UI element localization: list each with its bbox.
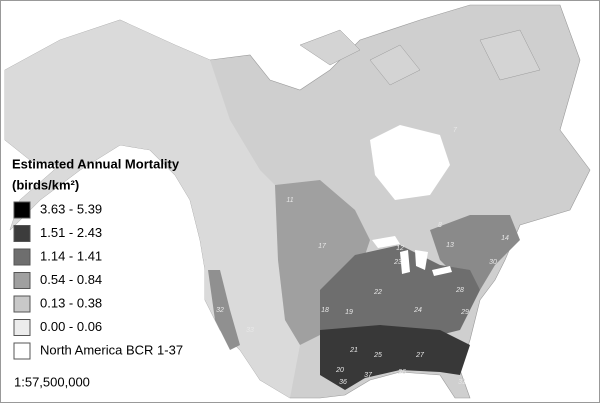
legend-label: 3.63 - 5.39 [40, 201, 102, 216]
legend-label: 1.51 - 2.43 [40, 225, 102, 240]
region-label: 29 [460, 309, 469, 316]
legend-label: 0.54 - 0.84 [40, 272, 102, 287]
legend-swatch [13, 225, 31, 242]
region-label: 37 [364, 372, 373, 379]
region-label: 26 [397, 369, 406, 376]
region-label: 11 [286, 197, 293, 204]
west-coast-region [208, 270, 240, 350]
legend-swatch [13, 201, 31, 219]
legend-label: 0.00 - 0.06 [40, 319, 102, 334]
region-labels: 11 17 12 13 22 23 18 19 24 28 29 25 26 27 21 20 36 37 31 32… [216, 127, 509, 386]
legend-label: 1.14 - 1.41 [40, 248, 102, 263]
region-label: 33 [246, 327, 254, 334]
region-label: 30 [489, 259, 497, 266]
southeast-region [320, 325, 470, 390]
region-label: 17 [318, 243, 327, 250]
legend-swatch [13, 248, 31, 266]
scale: 1:57,500,000 [14, 374, 90, 389]
legend: Estimated Annual Mortality (birds/km²) 3… [12, 156, 183, 360]
region-label: 12 [396, 245, 404, 252]
region-label: 20 [335, 367, 344, 374]
arctic-island [299, 29, 541, 86]
region-label: 24 [413, 307, 422, 314]
region-label: 25 [373, 352, 382, 359]
region-label: 14 [501, 235, 509, 242]
region-label: 8 [438, 222, 442, 229]
region-label: 19 [345, 309, 353, 316]
region-label: 21 [349, 347, 358, 354]
region-label: 22 [373, 289, 382, 296]
legend-swatch [13, 272, 31, 289]
legend-title: Estimated Annual Mortality [12, 156, 180, 171]
region-label: 36 [339, 379, 347, 386]
region-label: 13 [446, 242, 454, 249]
region-label: 27 [415, 352, 425, 359]
great-lakes [372, 236, 452, 276]
region-label: 18 [321, 307, 329, 314]
region-label: 32 [216, 307, 224, 314]
region-label: 31 [458, 379, 466, 386]
region-label: 28 [455, 287, 464, 294]
legend-swatch [13, 342, 31, 360]
region-label: 23 [393, 259, 402, 266]
legend-label: North America BCR 1-37 [40, 342, 183, 357]
legend-swatch [13, 319, 31, 336]
plains-region [275, 180, 370, 345]
region-label: 7 [453, 127, 458, 134]
legend-swatch [13, 295, 31, 313]
legend-units: (birds/km²) [12, 177, 79, 192]
hudson-bay [370, 125, 450, 200]
legend-label: 0.13 - 0.38 [40, 295, 102, 310]
